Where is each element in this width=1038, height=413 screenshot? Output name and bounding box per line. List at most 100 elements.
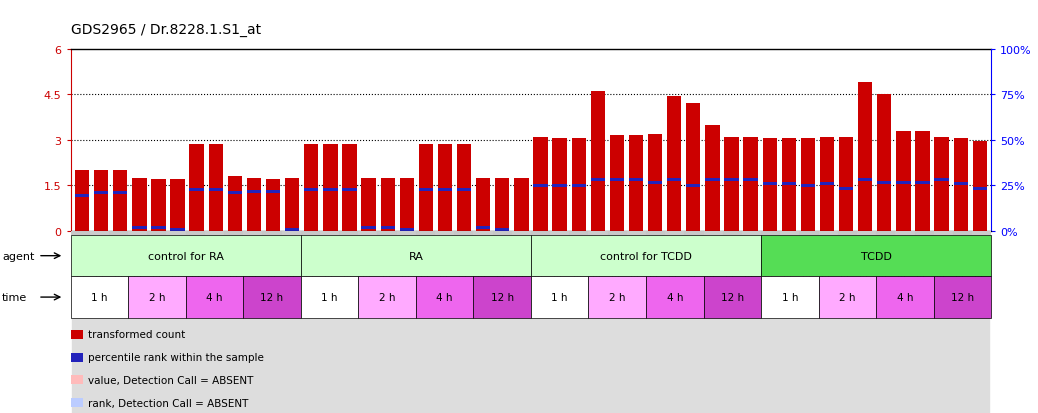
Bar [896, 231, 914, 235]
Text: 2 h: 2 h [609, 292, 626, 302]
Bar [418, 189, 433, 192]
Bar [569, 231, 589, 413]
Bar [722, 231, 742, 235]
Bar [301, 231, 320, 235]
Bar [91, 231, 111, 413]
Bar [473, 231, 493, 235]
Bar [455, 231, 473, 235]
Bar [876, 231, 896, 235]
Bar [798, 231, 818, 413]
Bar [400, 228, 414, 231]
Bar [209, 145, 223, 231]
Bar [113, 192, 128, 195]
Bar [416, 231, 435, 235]
Bar [247, 190, 262, 193]
Bar [782, 143, 796, 231]
Bar [435, 231, 455, 413]
Bar [761, 231, 781, 235]
Bar [684, 231, 704, 235]
Bar [627, 231, 646, 413]
Bar [741, 231, 760, 413]
Bar [686, 104, 701, 231]
Text: 12 h: 12 h [261, 292, 283, 302]
Bar [361, 178, 376, 231]
Bar [703, 231, 722, 413]
Bar [94, 192, 108, 195]
Bar [569, 231, 589, 235]
Bar [877, 95, 892, 231]
Bar [609, 178, 624, 181]
Bar [130, 231, 148, 413]
Bar [358, 231, 378, 235]
Bar [304, 145, 319, 231]
Bar [147, 231, 166, 235]
Bar [323, 145, 337, 231]
Bar [128, 231, 147, 235]
Bar [225, 231, 244, 413]
Bar [493, 231, 512, 235]
Bar [207, 231, 225, 413]
Bar [530, 231, 550, 413]
Bar [876, 231, 896, 235]
Bar [495, 228, 510, 231]
Bar [800, 184, 815, 188]
Bar [224, 231, 243, 235]
Bar [800, 139, 815, 231]
Bar [147, 231, 166, 235]
Bar [378, 231, 398, 413]
Text: control for TCDD: control for TCDD [600, 251, 692, 261]
Bar [839, 188, 853, 190]
Bar [285, 178, 299, 231]
Bar [838, 231, 857, 235]
Bar [665, 231, 684, 235]
Bar [187, 231, 207, 413]
Bar [75, 171, 89, 231]
Bar [320, 231, 339, 235]
Text: 2 h: 2 h [148, 292, 165, 302]
Bar [782, 139, 796, 231]
Bar [378, 231, 397, 235]
Text: 4 h: 4 h [207, 292, 223, 302]
Bar [839, 138, 853, 231]
Bar [705, 125, 719, 231]
Bar [361, 227, 376, 230]
Bar [152, 180, 166, 231]
Bar [838, 231, 857, 235]
Bar [71, 231, 89, 235]
Bar [629, 136, 644, 231]
Bar [896, 131, 910, 231]
Bar [667, 97, 681, 231]
Bar [247, 178, 262, 231]
Bar [743, 138, 758, 231]
Bar [837, 231, 855, 413]
Text: 12 h: 12 h [720, 292, 744, 302]
Bar [152, 227, 166, 230]
Bar [550, 231, 569, 235]
Bar [664, 231, 684, 413]
Bar [323, 189, 337, 192]
Bar [224, 231, 243, 235]
Bar [209, 145, 223, 231]
Bar [763, 183, 776, 186]
Bar [648, 134, 662, 231]
Bar [266, 190, 280, 193]
Bar [742, 231, 761, 235]
Bar [512, 231, 530, 413]
Bar [343, 189, 357, 192]
Bar [94, 171, 108, 231]
Bar [264, 231, 282, 413]
Bar [763, 139, 776, 231]
Bar [760, 231, 780, 413]
Bar [531, 231, 550, 235]
Bar [916, 181, 930, 184]
Bar [954, 139, 967, 231]
Bar [190, 145, 203, 231]
Bar [476, 227, 490, 230]
Bar [302, 231, 321, 413]
Text: agent: agent [2, 251, 34, 261]
Bar [934, 178, 949, 181]
Bar [820, 183, 835, 186]
Bar [113, 171, 128, 231]
Text: GDS2965 / Dr.8228.1.S1_at: GDS2965 / Dr.8228.1.S1_at [71, 23, 261, 37]
Bar [704, 231, 722, 235]
